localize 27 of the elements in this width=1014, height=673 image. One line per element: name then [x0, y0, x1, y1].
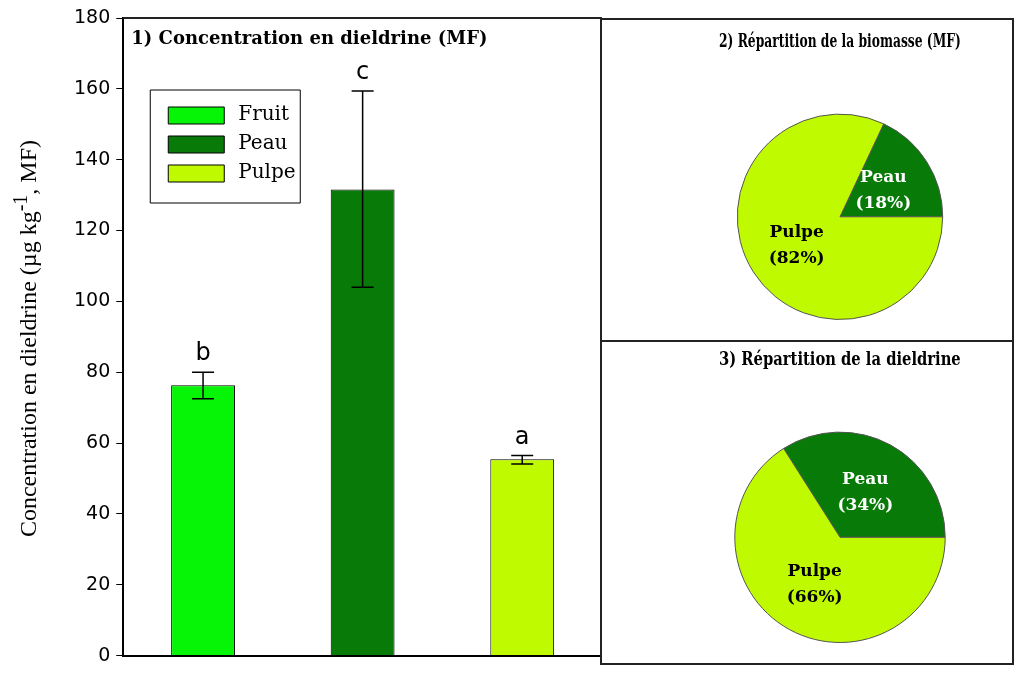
slice-label: Pulpe	[769, 220, 824, 241]
data-label: (66%)	[786, 585, 843, 606]
y-tick-label: 20	[86, 571, 111, 594]
data-label: (82%)	[768, 246, 825, 267]
annotation: c	[356, 57, 370, 86]
y-tick-label: 160	[74, 75, 111, 98]
legend-label: Peau	[238, 130, 288, 155]
legend-label: Pulpe	[238, 159, 296, 184]
y-tick-label: 0	[98, 642, 111, 665]
y-tick-label: 100	[74, 288, 111, 311]
chart-title: 2) Répartition de la biomasse (MF)	[719, 31, 961, 53]
chart-title: 3) Répartition de la dieldrine	[719, 349, 961, 370]
slice-label: Peau	[842, 467, 889, 488]
y-tick-label: 60	[86, 430, 111, 452]
text: 1) Concentration en dieldrine (MF)	[131, 26, 488, 48]
slice-label: Pulpe	[787, 559, 842, 580]
y-tick-label: 40	[86, 500, 111, 523]
data-label: (18%)	[855, 191, 912, 212]
y-tick-label: 80	[86, 359, 111, 382]
annotation: a	[514, 421, 530, 450]
annotation: b	[195, 338, 211, 367]
legend-label: Fruit	[238, 101, 290, 126]
slice-label: Peau	[860, 165, 907, 186]
y-tick-label: 140	[74, 146, 111, 169]
y-tick-label: 180	[74, 4, 111, 27]
data-label: (34%)	[837, 493, 894, 514]
y-tick-label: 120	[74, 217, 111, 240]
